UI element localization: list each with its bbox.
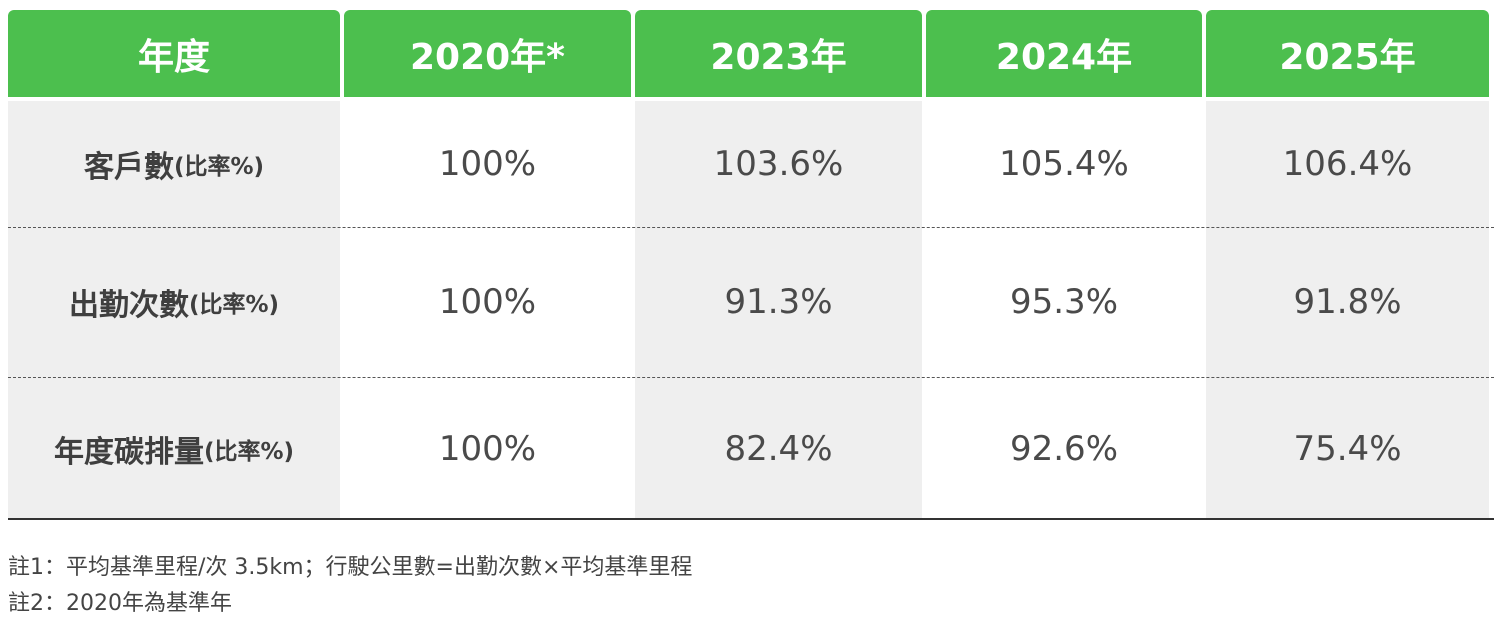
table-row-dispatches: 出勤次數 (比率%) 100% 91.3% 95.3% 91.8% (8, 227, 1494, 377)
footnote-2: 註2：2020年為基準年 (8, 591, 232, 616)
row-label-unit: (比率%) (203, 438, 295, 465)
table-cell: 100% (344, 101, 631, 227)
row-divider (8, 377, 1494, 378)
row-label: 年度碳排量 (比率%) (8, 377, 340, 520)
row-label-unit: (比率%) (173, 154, 265, 180)
table-cell: 82.4% (635, 377, 922, 520)
header-year: 年度 (8, 10, 340, 97)
table-cell: 75.4% (1206, 377, 1489, 520)
header-2020: 2020年* (344, 10, 631, 97)
table-bottom-rule (8, 518, 1494, 520)
row-label-main: 出勤次數 (68, 288, 189, 323)
row-label-main: 年度碳排量 (53, 434, 204, 470)
table-cell: 91.3% (635, 227, 922, 377)
footnotes: 註1：平均基準里程/次 3.5km；行駛公里數=出勤次數×平均基準里程 註2：2… (8, 550, 692, 622)
table-cell: 103.6% (635, 101, 922, 227)
table-cell: 95.3% (926, 227, 1202, 377)
table-cell: 91.8% (1206, 227, 1489, 377)
table-cell: 92.6% (926, 377, 1202, 520)
row-label: 出勤次數 (比率%) (8, 227, 340, 377)
data-table: 年度 2020年* 2023年 2024年 2025年 客戶數 (比率%) 100… (8, 10, 1494, 520)
table-cell: 106.4% (1206, 101, 1489, 227)
table-body: 客戶數 (比率%) 100% 103.6% 105.4% 106.4% 出勤次數(… (8, 101, 1494, 520)
row-label-unit: (比率%) (188, 292, 280, 318)
row-label: 客戶數 (比率%) (8, 101, 340, 227)
footnote-1: 註1：平均基準里程/次 3.5km；行駛公里數=出勤次數×平均基準里程 (8, 555, 693, 580)
table-header-row: 年度 2020年* 2023年 2024年 2025年 (8, 10, 1494, 97)
header-2023: 2023年 (635, 10, 922, 97)
table-cell: 100% (344, 377, 631, 520)
table-cell: 105.4% (926, 101, 1202, 227)
header-2025: 2025年 (1206, 10, 1489, 97)
row-label-main: 客戶數 (83, 150, 174, 185)
table-row-customers: 客戶數 (比率%) 100% 103.6% 105.4% 106.4% (8, 101, 1494, 227)
table-cell: 100% (344, 227, 631, 377)
table-row-carbon: 年度碳排量 (比率%) 100% 82.4% 92.6% 75.4% (8, 377, 1494, 520)
header-2024: 2024年 (926, 10, 1202, 97)
row-divider (8, 227, 1494, 228)
